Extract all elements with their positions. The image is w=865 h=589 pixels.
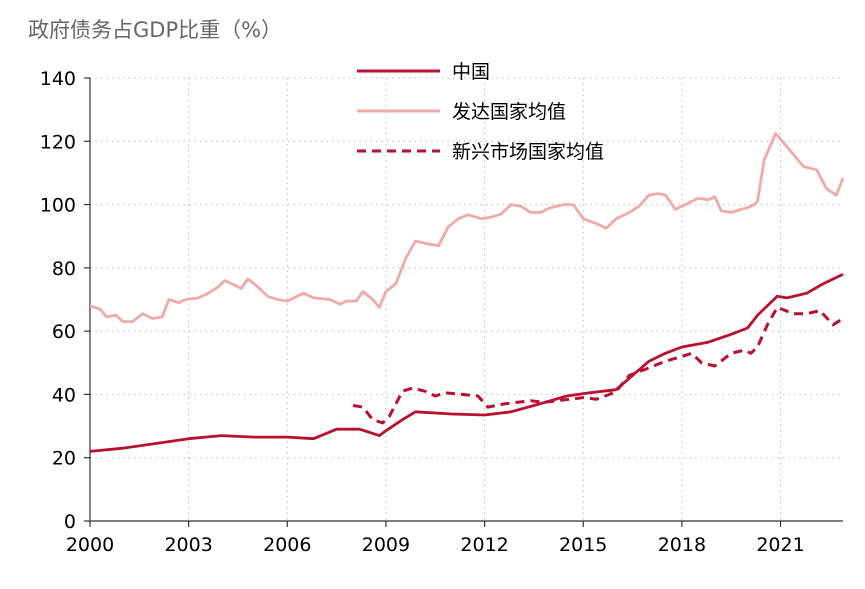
legend-label-2: 新兴市场国家均值 xyxy=(452,141,604,163)
x-tick-label: 2015 xyxy=(559,534,607,556)
chart-title: 政府债务占GDP比重（%） xyxy=(28,18,282,42)
series-line-1 xyxy=(89,131,845,324)
x-tick-label: 2009 xyxy=(362,534,410,556)
series-lines xyxy=(89,131,845,453)
x-tick-label: 2006 xyxy=(263,534,311,556)
y-tick-label: 100 xyxy=(40,195,76,217)
y-tick-label: 0 xyxy=(64,511,76,533)
x-tick-label: 2012 xyxy=(460,534,508,556)
y-tick-label: 140 xyxy=(40,68,76,90)
x-tick-label: 2003 xyxy=(164,534,212,556)
legend-label-1: 发达国家均值 xyxy=(452,101,566,123)
y-tick-label: 80 xyxy=(52,258,76,280)
y-tick-label: 20 xyxy=(52,448,76,470)
y-tick-label: 60 xyxy=(52,321,76,343)
series-line-0 xyxy=(89,272,844,453)
x-tick-label: 2018 xyxy=(658,534,706,556)
grid xyxy=(90,77,843,521)
y-tick-label: 120 xyxy=(40,131,76,153)
x-tick-label: 2021 xyxy=(756,534,804,556)
y-tick-label: 40 xyxy=(52,384,76,406)
series-line-2 xyxy=(352,305,844,425)
x-tick-label: 2000 xyxy=(66,534,114,556)
axes: 0 20 40 60 80 100 120 140 2000 2003 2006 2009 2012 20… xyxy=(40,68,843,556)
legend-label-0: 中国 xyxy=(452,61,490,83)
